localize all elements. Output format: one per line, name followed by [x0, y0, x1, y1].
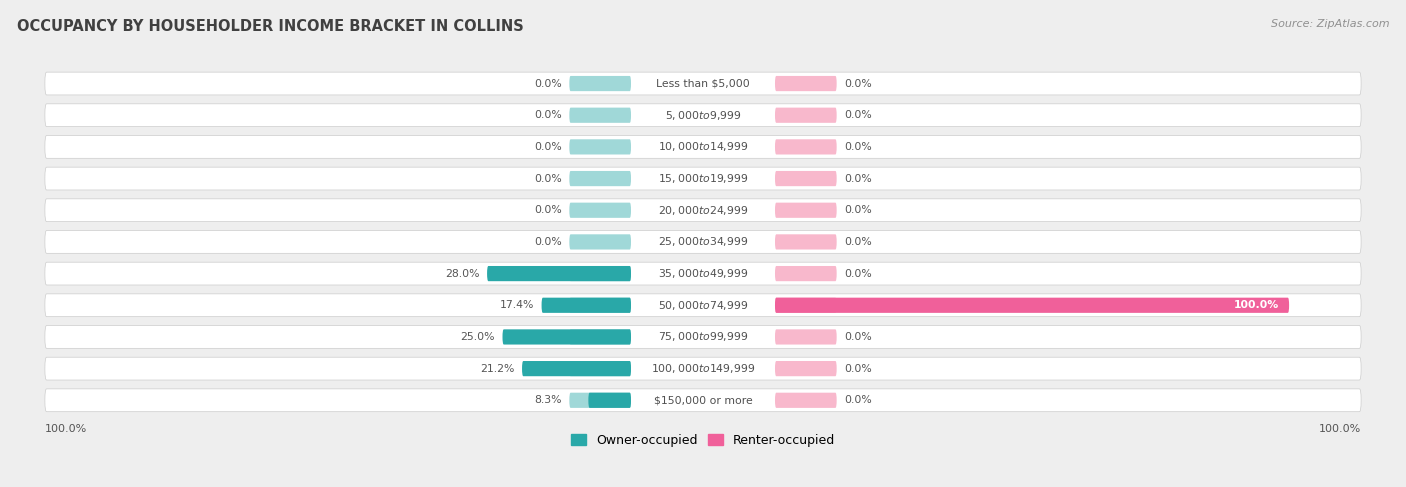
FancyBboxPatch shape	[569, 234, 631, 249]
Text: 8.3%: 8.3%	[534, 395, 561, 405]
Text: $15,000 to $19,999: $15,000 to $19,999	[658, 172, 748, 185]
Text: 0.0%: 0.0%	[534, 142, 561, 152]
FancyBboxPatch shape	[775, 171, 837, 186]
FancyBboxPatch shape	[541, 298, 631, 313]
Text: 0.0%: 0.0%	[845, 269, 872, 279]
FancyBboxPatch shape	[775, 393, 837, 408]
FancyBboxPatch shape	[775, 76, 837, 91]
FancyBboxPatch shape	[775, 139, 837, 154]
FancyBboxPatch shape	[45, 389, 1361, 412]
FancyBboxPatch shape	[775, 266, 837, 281]
FancyBboxPatch shape	[502, 329, 631, 344]
Text: 17.4%: 17.4%	[499, 300, 534, 310]
FancyBboxPatch shape	[522, 361, 631, 376]
FancyBboxPatch shape	[569, 393, 631, 408]
Text: $35,000 to $49,999: $35,000 to $49,999	[658, 267, 748, 280]
Text: 0.0%: 0.0%	[534, 205, 561, 215]
FancyBboxPatch shape	[775, 234, 837, 249]
Text: 0.0%: 0.0%	[534, 237, 561, 247]
FancyBboxPatch shape	[45, 104, 1361, 127]
FancyBboxPatch shape	[45, 135, 1361, 158]
Text: 0.0%: 0.0%	[845, 205, 872, 215]
Legend: Owner-occupied, Renter-occupied: Owner-occupied, Renter-occupied	[567, 429, 839, 451]
FancyBboxPatch shape	[775, 298, 837, 313]
Text: $5,000 to $9,999: $5,000 to $9,999	[665, 109, 741, 122]
FancyBboxPatch shape	[588, 393, 631, 408]
Text: 100.0%: 100.0%	[1233, 300, 1279, 310]
FancyBboxPatch shape	[45, 262, 1361, 285]
Text: 100.0%: 100.0%	[45, 424, 87, 434]
Text: 0.0%: 0.0%	[534, 173, 561, 184]
FancyBboxPatch shape	[775, 361, 837, 376]
Text: 0.0%: 0.0%	[845, 110, 872, 120]
FancyBboxPatch shape	[569, 139, 631, 154]
Text: 0.0%: 0.0%	[845, 78, 872, 89]
Text: 0.0%: 0.0%	[845, 332, 872, 342]
FancyBboxPatch shape	[569, 329, 631, 344]
FancyBboxPatch shape	[569, 76, 631, 91]
FancyBboxPatch shape	[569, 171, 631, 186]
Text: $75,000 to $99,999: $75,000 to $99,999	[658, 331, 748, 343]
FancyBboxPatch shape	[569, 266, 631, 281]
Text: $25,000 to $34,999: $25,000 to $34,999	[658, 235, 748, 248]
Text: $10,000 to $14,999: $10,000 to $14,999	[658, 140, 748, 153]
FancyBboxPatch shape	[775, 298, 1289, 313]
Text: $150,000 or more: $150,000 or more	[654, 395, 752, 405]
Text: Source: ZipAtlas.com: Source: ZipAtlas.com	[1271, 19, 1389, 30]
FancyBboxPatch shape	[569, 108, 631, 123]
Text: 0.0%: 0.0%	[845, 237, 872, 247]
Text: Less than $5,000: Less than $5,000	[657, 78, 749, 89]
FancyBboxPatch shape	[775, 108, 837, 123]
FancyBboxPatch shape	[45, 325, 1361, 348]
Text: OCCUPANCY BY HOUSEHOLDER INCOME BRACKET IN COLLINS: OCCUPANCY BY HOUSEHOLDER INCOME BRACKET …	[17, 19, 523, 35]
FancyBboxPatch shape	[569, 203, 631, 218]
Text: 25.0%: 25.0%	[460, 332, 495, 342]
FancyBboxPatch shape	[569, 298, 631, 313]
FancyBboxPatch shape	[45, 199, 1361, 222]
Text: 21.2%: 21.2%	[479, 364, 515, 374]
FancyBboxPatch shape	[569, 361, 631, 376]
Text: 28.0%: 28.0%	[444, 269, 479, 279]
FancyBboxPatch shape	[775, 203, 837, 218]
Text: $100,000 to $149,999: $100,000 to $149,999	[651, 362, 755, 375]
Text: 0.0%: 0.0%	[534, 110, 561, 120]
Text: 0.0%: 0.0%	[534, 78, 561, 89]
FancyBboxPatch shape	[45, 72, 1361, 95]
Text: 0.0%: 0.0%	[845, 364, 872, 374]
FancyBboxPatch shape	[486, 266, 631, 281]
FancyBboxPatch shape	[45, 230, 1361, 253]
Text: 0.0%: 0.0%	[845, 395, 872, 405]
FancyBboxPatch shape	[775, 329, 837, 344]
Text: 0.0%: 0.0%	[845, 173, 872, 184]
FancyBboxPatch shape	[45, 294, 1361, 317]
FancyBboxPatch shape	[45, 167, 1361, 190]
FancyBboxPatch shape	[45, 357, 1361, 380]
Text: $20,000 to $24,999: $20,000 to $24,999	[658, 204, 748, 217]
Text: $50,000 to $74,999: $50,000 to $74,999	[658, 299, 748, 312]
Text: 100.0%: 100.0%	[1319, 424, 1361, 434]
Text: 0.0%: 0.0%	[845, 142, 872, 152]
